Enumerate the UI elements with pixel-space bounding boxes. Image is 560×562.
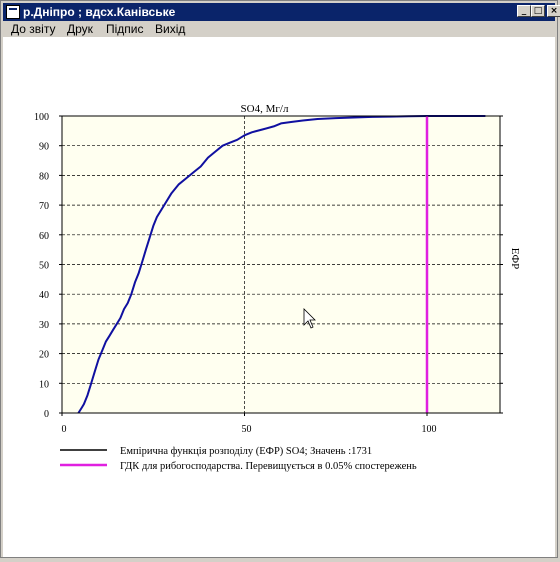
- close-button[interactable]: ×: [547, 5, 560, 17]
- y-tick-label: 60: [39, 231, 49, 242]
- x-tick-label: 50: [242, 424, 252, 435]
- y-tick-labels: 0 10 20 30 40 50 60 70 80 90 100: [34, 112, 49, 420]
- menu-bar: До звіту Друк Підпис Вихід: [3, 21, 555, 37]
- legend-entry: Емпірична функція розподілу (ЕФР) SO4; З…: [120, 446, 372, 457]
- y-tick-label: 100: [34, 112, 49, 123]
- y-tick-label: 80: [39, 171, 49, 182]
- legend: Емпірична функція розподілу (ЕФР) SO4; З…: [60, 446, 417, 472]
- y-tick-label: 10: [39, 379, 49, 390]
- y-tick-label: 0: [44, 409, 49, 420]
- x-tick-label: 0: [62, 424, 67, 435]
- ecdf-series-line: [77, 115, 486, 414]
- menu-item-print[interactable]: Друк: [67, 22, 93, 36]
- y-tick-label: 40: [39, 290, 49, 301]
- maximize-button[interactable]: □: [531, 5, 545, 17]
- y-tick-label: 50: [39, 261, 49, 272]
- y-tick-label: 70: [39, 201, 49, 212]
- chart-area: 0 10 20 30 40 50 60 70 80 90 100 0 50 100 SO4, Мг/л …: [3, 37, 555, 557]
- plot-border: [61, 115, 501, 414]
- menu-item-report[interactable]: До звіту: [11, 22, 56, 36]
- x-tick-label: 100: [422, 424, 437, 435]
- menu-item-exit[interactable]: Вихід: [155, 22, 186, 36]
- y-tick-label: 20: [39, 350, 49, 361]
- y-axis-label: ЕФР: [509, 248, 521, 270]
- app-icon: [6, 5, 20, 19]
- menu-item-sign[interactable]: Підпис: [106, 22, 144, 36]
- y-tick-label: 30: [39, 320, 49, 331]
- title-bar[interactable]: р.Дніпро ; вдсх.Канівське _ □ ×: [3, 3, 560, 21]
- window-title: р.Дніпро ; вдсх.Канівське: [23, 5, 176, 19]
- chart-title: SO4, Мг/л: [241, 103, 289, 115]
- legend-entry: ГДК для рибогосподарства. Перевищується …: [120, 461, 417, 472]
- series-layer: [77, 115, 486, 414]
- x-tick-labels: 0 50 100: [62, 424, 437, 435]
- mouse-cursor-icon: [303, 308, 316, 329]
- minimize-button[interactable]: _: [517, 5, 531, 17]
- y-tick-label: 90: [39, 142, 49, 153]
